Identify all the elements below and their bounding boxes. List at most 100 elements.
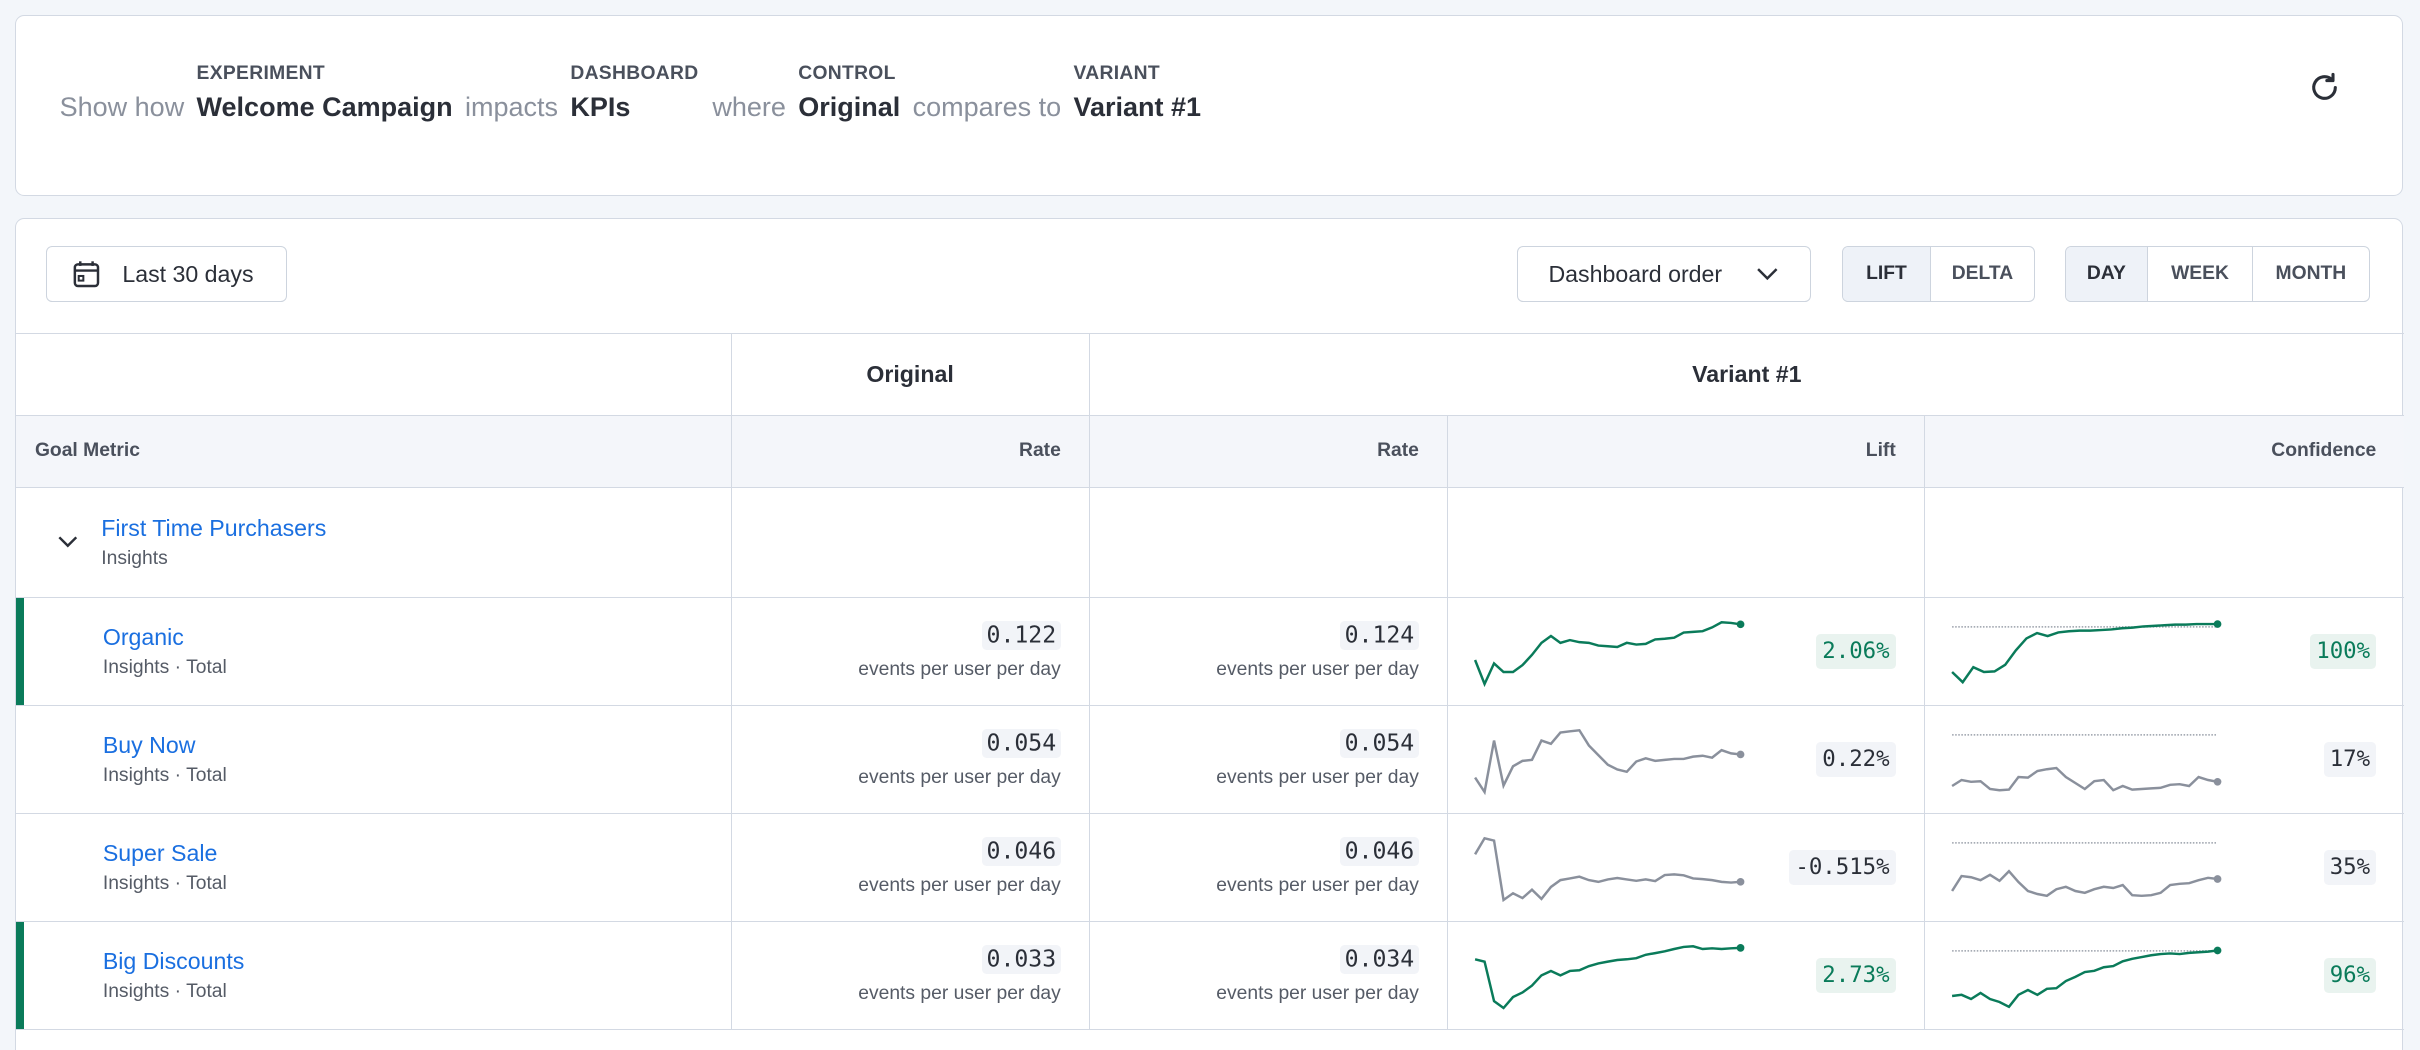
- mode-toggle[interactable]: LIFT DELTA: [1842, 246, 2036, 302]
- metric-subtitle: Insights · Total: [102, 656, 227, 678]
- original-rate: 0.033: [981, 945, 1061, 975]
- connector-text: compares to: [912, 92, 1062, 123]
- chevron-down-icon: [1757, 268, 1778, 281]
- dashboard-value[interactable]: KPIs: [570, 92, 631, 123]
- group-subtitle: Insights: [101, 548, 168, 570]
- group-header-row: Original Variant #1: [16, 332, 2405, 416]
- group-name-link[interactable]: First Time Purchasers: [101, 514, 327, 541]
- metric-subtitle: Insights · Total: [102, 980, 227, 1002]
- dashboard-label: DASHBOARD: [570, 62, 699, 84]
- variant-selector[interactable]: VARIANT Variant #1: [1074, 63, 1202, 124]
- lift-sparkline: [1474, 836, 1745, 902]
- variant-value[interactable]: Variant #1: [1073, 92, 1202, 123]
- sparkline-path: [1475, 944, 1741, 1010]
- original-rate-unit: events per user per day: [858, 766, 1061, 788]
- interval-day-button[interactable]: DAY: [2065, 247, 2149, 301]
- control-selector[interactable]: CONTROL Original: [798, 63, 900, 124]
- significance-indicator: [16, 921, 25, 1029]
- variant-rate: 0.054: [1339, 729, 1419, 759]
- date-range-label: Last 30 days: [122, 260, 254, 287]
- sparkline-endpoint: [2213, 619, 2222, 628]
- control-value[interactable]: Original: [798, 92, 901, 123]
- metric-subtitle: Insights · Total: [102, 872, 227, 894]
- lift-value: 2.06%: [1816, 633, 1896, 669]
- sparkline-path: [1951, 622, 2218, 684]
- column-header-original-rate: Rate: [731, 415, 1090, 489]
- dashboard-selector[interactable]: DASHBOARD KPIs: [570, 63, 700, 124]
- variant-label: VARIANT: [1073, 62, 1160, 84]
- sparkline-path: [1952, 948, 2218, 1009]
- lift-value: 2.73%: [1816, 957, 1896, 993]
- sort-dropdown[interactable]: Dashboard order: [1516, 246, 1812, 302]
- column-header-lift: Lift: [1447, 415, 1925, 489]
- interval-toggle[interactable]: DAY WEEK MONTH: [2064, 246, 2371, 302]
- sparkline-endpoint: [1737, 750, 1745, 758]
- sparkline-path: [1474, 620, 1742, 687]
- original-rate: 0.122: [981, 621, 1061, 651]
- refresh-icon[interactable]: [2306, 69, 2343, 106]
- confidence-sparkline: [1951, 619, 2222, 684]
- experiment-value[interactable]: Welcome Campaign: [196, 92, 453, 123]
- significance-indicator: [16, 597, 25, 705]
- mode-lift-button[interactable]: LIFT: [1843, 247, 1931, 301]
- confidence-sparkline: [1951, 841, 2222, 897]
- metric-group-row: First Time Purchasers Insights: [16, 487, 2405, 598]
- lift-sparkline: [1474, 620, 1745, 687]
- sparkline-path: [1474, 836, 1741, 902]
- variant-rate-unit: events per user per day: [1216, 766, 1419, 788]
- original-rate-unit: events per user per day: [858, 982, 1061, 1004]
- sort-label: Dashboard order: [1548, 260, 1723, 287]
- confidence-sparkline: [1951, 733, 2222, 792]
- variant-rate: 0.046: [1339, 837, 1419, 867]
- table-row: Big Discounts Insights · Total 0.033 even…: [16, 921, 2405, 1030]
- date-range-button[interactable]: Last 30 days: [45, 246, 287, 302]
- experiment-summary-card: Show how EXPERIMENT Welcome Campaign imp…: [15, 15, 2404, 197]
- original-rate: 0.046: [981, 837, 1061, 867]
- connector-text: where: [712, 92, 786, 123]
- metric-name-link[interactable]: Big Discounts: [102, 947, 245, 974]
- sparkline-endpoint: [1737, 877, 1745, 886]
- control-group-header: Original: [731, 332, 1090, 416]
- metric-name-link[interactable]: Organic: [102, 623, 184, 650]
- confidence-sparkline: [1952, 946, 2222, 1009]
- connector-text: Show how: [59, 92, 185, 123]
- interval-week-button[interactable]: WEEK: [2148, 247, 2253, 301]
- column-header-goal-metric: Goal Metric: [16, 415, 732, 489]
- chevron-down-icon[interactable]: [57, 535, 79, 549]
- results-card: Last 30 days Dashboard order LIFT DELTA …: [15, 217, 2405, 1050]
- sparkline-endpoint: [1737, 620, 1745, 628]
- lift-sparkline: [1475, 943, 1745, 1010]
- table-row: Super Sale Insights · Total 0.046 events …: [16, 813, 2405, 922]
- sparkline-path: [1951, 766, 2219, 792]
- variant-rate: 0.034: [1339, 945, 1419, 975]
- confidence-value: 17%: [2323, 741, 2377, 777]
- lift-value: 0.22%: [1816, 741, 1896, 777]
- variant-rate: 0.124: [1339, 621, 1419, 651]
- metric-name-link[interactable]: Buy Now: [102, 731, 196, 758]
- control-label: CONTROL: [798, 62, 896, 84]
- confidence-value: 96%: [2323, 957, 2377, 993]
- column-header-row: Goal Metric Rate Rate Lift Confidence: [16, 415, 2405, 489]
- metric-name-link[interactable]: Super Sale: [102, 839, 218, 866]
- sparkline-path: [1474, 728, 1742, 795]
- confidence-value: 35%: [2323, 849, 2377, 885]
- confidence-value: 100%: [2310, 633, 2377, 669]
- results-table: Original Variant #1 Goal Metric Rate Rat…: [16, 332, 2405, 1030]
- metric-subtitle: Insights · Total: [102, 764, 227, 786]
- variant-rate-unit: events per user per day: [1216, 874, 1419, 896]
- mode-delta-button[interactable]: DELTA: [1951, 263, 2014, 285]
- variant-rate-unit: events per user per day: [1216, 658, 1419, 680]
- sparkline-endpoint: [2213, 777, 2222, 786]
- lift-value: -0.515%: [1789, 849, 1896, 885]
- experiment-selector[interactable]: EXPERIMENT Welcome Campaign: [197, 63, 453, 124]
- sparkline-endpoint: [1737, 943, 1745, 952]
- variant-group-header: Variant #1: [1089, 332, 2405, 416]
- column-header-confidence: Confidence: [1924, 415, 2405, 489]
- interval-month-button[interactable]: MONTH: [2275, 263, 2347, 285]
- sparkline-endpoint: [2213, 946, 2222, 955]
- experiment-label: EXPERIMENT: [196, 62, 325, 84]
- blank-header: [16, 332, 732, 416]
- connector-text: impacts: [464, 92, 558, 123]
- table-row: Buy Now Insights · Total 0.054 events per…: [16, 705, 2405, 814]
